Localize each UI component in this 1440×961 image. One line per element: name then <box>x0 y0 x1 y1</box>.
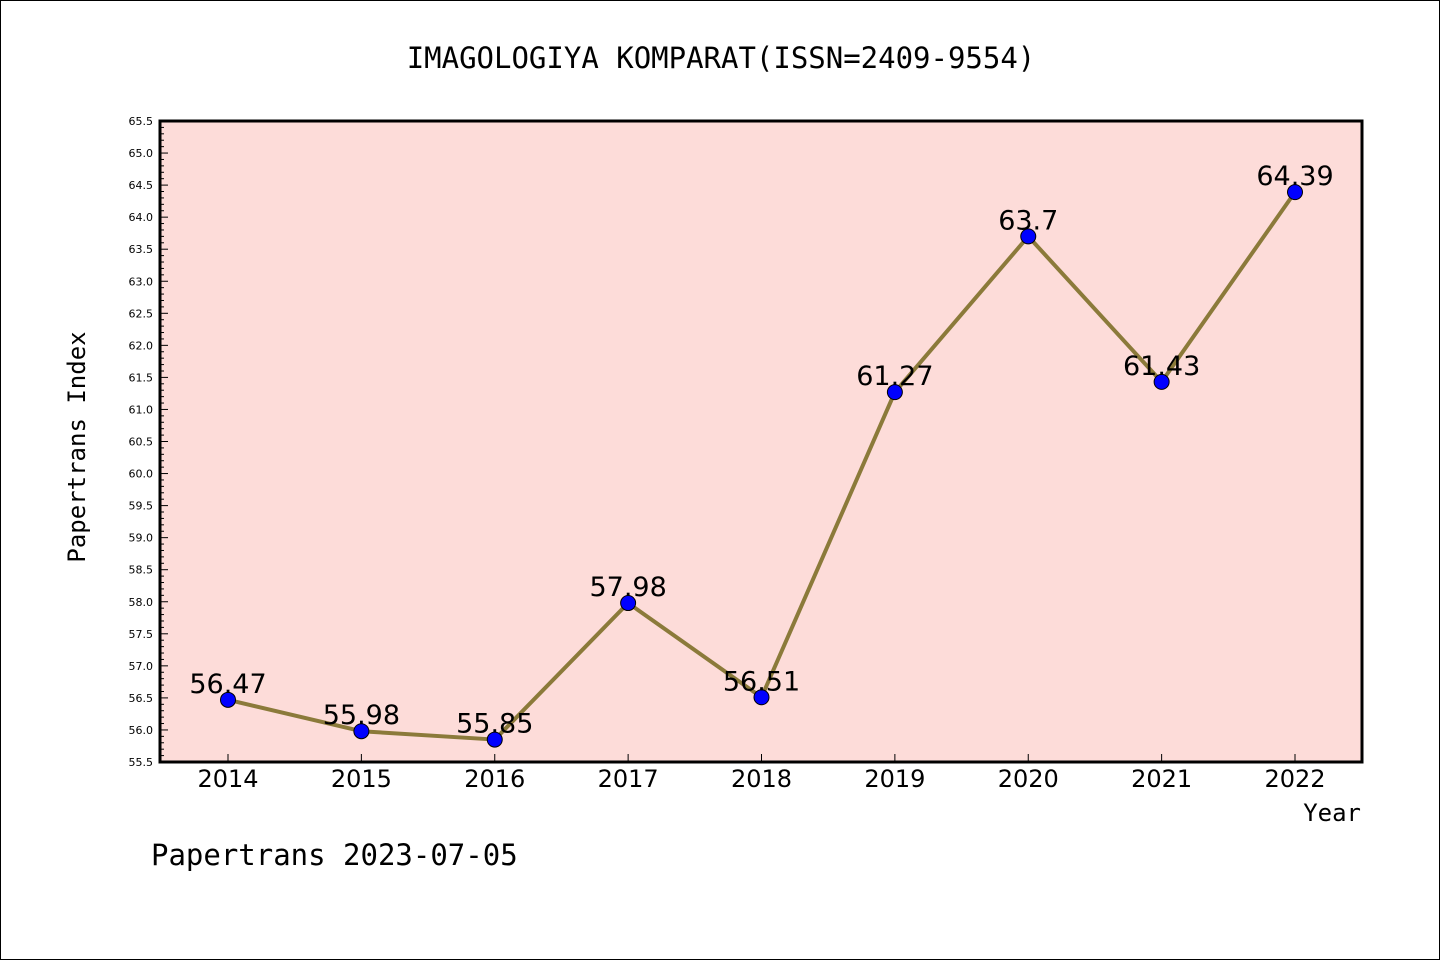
y-tick-label: 61.0 <box>129 403 154 416</box>
y-tick-label: 57.5 <box>129 628 154 641</box>
chart-title: IMAGOLOGIYA KOMPARAT(ISSN=2409-9554) <box>407 41 1036 75</box>
data-point <box>886 384 903 401</box>
y-tick-label: 55.5 <box>129 756 154 769</box>
y-tick-label: 56.5 <box>129 692 154 705</box>
x-tick-label: 2020 <box>998 765 1059 793</box>
data-point <box>220 691 236 708</box>
y-tick-label: 58.5 <box>129 564 154 577</box>
y-tick-label: 60.0 <box>129 468 154 481</box>
data-label: 56.47 <box>189 669 266 700</box>
data-point <box>1153 373 1170 390</box>
y-tick-label: 58.0 <box>129 596 154 609</box>
y-tick-label: 62.5 <box>129 307 154 320</box>
y-axis: 55.5 56.0 56.5 57.0 57.5 58.0 58.5 59.0 59.5 60.0… <box>129 115 168 769</box>
x-tick-label: 2015 <box>331 765 392 793</box>
data-points <box>220 184 1303 748</box>
data-labels: 56.47 55.98 55.85 57.98 56.51 61.27 63.7 61.43 6… <box>189 161 1333 739</box>
y-tick-label: 62.0 <box>129 339 154 352</box>
y-tick-label: 56.0 <box>129 724 154 737</box>
y-tick-label: 64.0 <box>129 211 154 224</box>
data-point <box>1287 184 1303 201</box>
x-tick-label: 2018 <box>731 765 792 793</box>
y-tick-label: 59.0 <box>129 532 154 545</box>
x-tick-label: 2016 <box>464 765 525 793</box>
y-tick-label: 61.5 <box>129 371 154 384</box>
x-tick-label: 2014 <box>197 765 258 793</box>
x-axis-title: Year <box>1303 799 1361 827</box>
data-label: 55.98 <box>323 700 400 731</box>
data-label: 63.7 <box>998 205 1058 236</box>
x-tick-label: 2022 <box>1264 765 1325 793</box>
y-tick-label: 59.5 <box>129 500 154 513</box>
y-tick-label: 57.0 <box>129 660 154 673</box>
data-label: 61.27 <box>856 361 933 392</box>
data-label: 55.85 <box>456 709 533 740</box>
plot-area <box>158 119 1364 764</box>
data-point <box>1020 228 1037 245</box>
x-axis: 2014 2015 2016 2017 2018 2019 2020 2021 2022 <box>197 754 1326 793</box>
y-tick-label: 65.0 <box>129 147 154 160</box>
y-tick-label: 60.5 <box>129 436 154 449</box>
chart-footer: Papertrans 2023-07-05 <box>151 838 518 872</box>
data-point <box>620 595 637 612</box>
y-tick-label: 63.0 <box>129 275 154 288</box>
data-point <box>353 723 370 740</box>
y-tick-label: 64.5 <box>129 179 154 192</box>
x-tick-label: 2021 <box>1131 765 1192 793</box>
data-label: 61.43 <box>1123 351 1200 382</box>
data-point <box>486 731 503 748</box>
data-point <box>753 689 770 706</box>
data-label: 64.39 <box>1256 161 1333 192</box>
x-tick-label: 2017 <box>598 765 659 793</box>
y-axis-title: Papertrans Index <box>63 331 91 562</box>
y-tick-label: 65.5 <box>129 115 154 128</box>
data-label: 56.51 <box>723 666 800 697</box>
x-tick-label: 2019 <box>864 765 925 793</box>
y-tick-label: 63.5 <box>129 243 154 256</box>
data-label: 57.98 <box>589 572 666 603</box>
